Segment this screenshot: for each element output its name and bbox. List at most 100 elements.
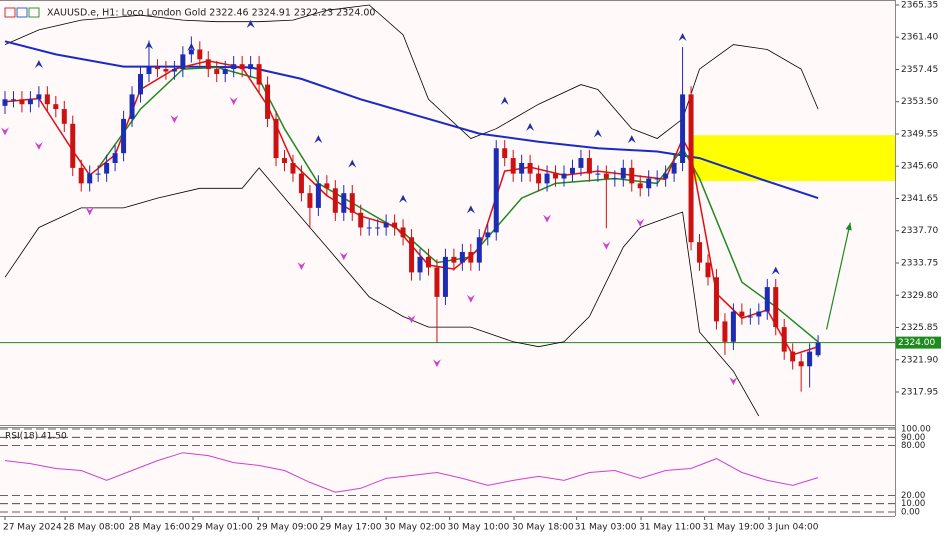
candle-body xyxy=(807,351,813,367)
price-tag xyxy=(895,336,941,349)
rsi-tick-label: 80.00 xyxy=(901,441,925,451)
candle-body xyxy=(798,361,804,367)
rsi-tick-label: 100.00 xyxy=(901,425,931,435)
candle-body xyxy=(332,188,338,213)
candle-body xyxy=(722,321,728,342)
x-tick-label: 29 May 09:00 xyxy=(256,523,318,533)
candle-body xyxy=(697,242,703,263)
fractal-marker xyxy=(466,205,475,214)
candle-body xyxy=(392,222,398,228)
candle-body xyxy=(612,178,618,180)
candle-body xyxy=(409,237,415,273)
fractal-marker xyxy=(678,33,687,42)
y-tick-label: 2349.55 xyxy=(901,129,938,139)
fractal-marker xyxy=(636,218,645,227)
candle-body xyxy=(10,99,16,101)
y-tick-label: 2329.80 xyxy=(901,291,938,301)
candle-body xyxy=(44,94,50,105)
rsi-tick-label: 10.00 xyxy=(901,499,925,509)
icon[interactable] xyxy=(28,7,40,18)
fractal-marker xyxy=(348,159,357,168)
candle-body xyxy=(519,162,525,174)
candle-body xyxy=(629,167,635,184)
candle-body xyxy=(705,262,711,278)
y-tick-label: 2361.40 xyxy=(901,33,938,43)
chart-header: XAUUSD.e, H1: Loco London Gold 2322.46 2… xyxy=(47,8,375,19)
rsi-label: RSI(18) 41.50 xyxy=(5,432,67,442)
x-tick-label: 30 May 18:00 xyxy=(512,523,574,533)
rsi-panel xyxy=(0,428,895,516)
x-tick-label: 27 May 2024 xyxy=(3,523,62,533)
candle-body xyxy=(442,256,448,297)
candle-body xyxy=(730,311,736,342)
candle-body xyxy=(197,49,203,60)
y-tick-label: 2317.95 xyxy=(901,388,938,398)
fractal-marker xyxy=(432,359,441,368)
candle-body xyxy=(459,251,465,263)
candle-body xyxy=(425,256,431,268)
candle-body xyxy=(214,69,220,74)
fractal-marker xyxy=(0,127,9,136)
candle-body xyxy=(222,69,228,74)
fractal-marker xyxy=(187,42,196,51)
x-tick-label: 28 May 08:00 xyxy=(63,523,125,533)
fractal-marker xyxy=(297,262,306,271)
icon[interactable] xyxy=(4,7,16,18)
candle-body xyxy=(154,67,160,70)
candle-body xyxy=(603,173,609,179)
fractal-marker xyxy=(526,122,535,131)
indicator-line xyxy=(4,4,819,139)
y-tick-label: 2357.45 xyxy=(901,65,938,75)
y-tick-label: 2321.90 xyxy=(901,355,938,365)
candle-body xyxy=(663,173,669,179)
fractal-marker xyxy=(229,97,238,106)
candle-body xyxy=(781,327,787,352)
candle-body xyxy=(78,167,84,184)
candle-body xyxy=(104,162,110,174)
candle-body xyxy=(578,158,584,168)
candle-body xyxy=(544,173,550,184)
icon[interactable] xyxy=(16,7,28,18)
indicator-line xyxy=(4,40,819,200)
candle-body xyxy=(739,311,745,317)
fractal-marker xyxy=(602,241,611,250)
candle-body xyxy=(19,99,25,105)
candle-body xyxy=(290,162,296,174)
x-tick-label: 29 May 01:00 xyxy=(191,523,253,533)
candle-body xyxy=(171,69,177,72)
candle-body xyxy=(180,54,186,70)
candle-body xyxy=(188,49,194,55)
y-tick-label: 2325.85 xyxy=(901,323,938,333)
x-tick-label: 30 May 10:00 xyxy=(448,523,510,533)
candle-body xyxy=(307,193,313,208)
candle-body xyxy=(637,183,643,189)
fractal-marker xyxy=(466,294,475,303)
candle-body xyxy=(790,351,796,362)
fractal-marker xyxy=(34,59,43,68)
candle-body xyxy=(231,64,237,70)
candle-body xyxy=(36,94,42,100)
candle-body xyxy=(315,183,321,208)
price-panel xyxy=(0,0,895,425)
candle-body xyxy=(53,104,59,110)
fractal-marker xyxy=(144,41,153,50)
candle-body xyxy=(70,123,76,168)
candle-body xyxy=(680,94,686,163)
rsi-tick-label: 20.00 xyxy=(901,491,925,501)
candle-body xyxy=(248,64,254,70)
candle-body xyxy=(349,193,355,213)
candle-body xyxy=(764,287,770,312)
rsi-line xyxy=(4,452,819,493)
candle-body xyxy=(688,94,694,243)
candle-body xyxy=(553,173,559,179)
fractal-marker xyxy=(34,142,43,151)
x-tick-label: 31 May 03:00 xyxy=(575,523,637,533)
fractal-marker xyxy=(729,377,738,386)
candle-body xyxy=(375,227,381,229)
candle-body xyxy=(502,148,508,159)
candle-body xyxy=(713,277,719,322)
fractal-marker xyxy=(85,207,94,216)
fractal-marker xyxy=(407,315,416,324)
rsi-tick-label: 0.00 xyxy=(901,508,920,518)
candle-body xyxy=(493,148,499,233)
